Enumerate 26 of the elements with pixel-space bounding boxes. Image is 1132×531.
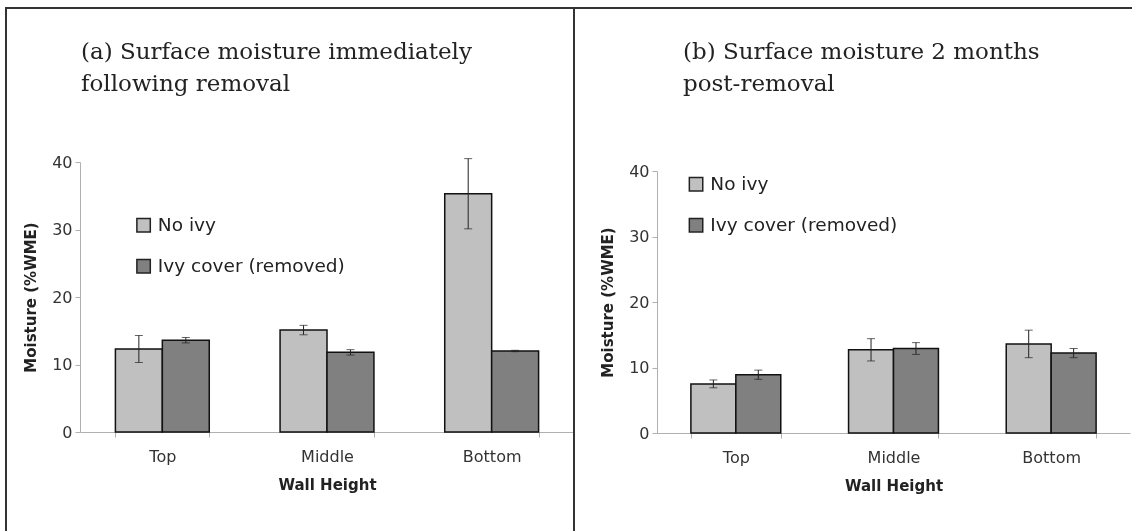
x-axis-title: Wall Height xyxy=(278,475,377,494)
legend-label: No ivy xyxy=(157,214,216,236)
legend-label: No ivy xyxy=(710,173,769,195)
x-tick-label: Middle xyxy=(867,447,921,467)
y-tick-label: 20 xyxy=(52,287,73,307)
y-axis-title: Moisture (%WME) xyxy=(599,227,618,378)
y-tick-label: 30 xyxy=(629,227,650,246)
y-tick-label: 40 xyxy=(629,161,650,181)
x-tick-label: Top xyxy=(148,446,177,466)
y-tick-label: 10 xyxy=(52,355,73,374)
x-tick-label: Top xyxy=(721,447,750,467)
y-tick-label: 40 xyxy=(52,152,73,172)
chart-title: (a) Surface moisture immediately following removal xyxy=(81,38,472,96)
y-axis-title: Moisture (%WME) xyxy=(22,222,41,373)
chart-title: (b) Surface moisture 2 months post-removal xyxy=(683,38,1040,96)
x-tick-label: Bottom xyxy=(1022,447,1082,467)
y-tick-label: 20 xyxy=(629,292,650,312)
x-axis-title: Wall Height xyxy=(844,476,944,495)
x-tick-label: Middle xyxy=(301,446,354,466)
x-tick-label: Bottom xyxy=(462,446,522,466)
y-tick-label: 30 xyxy=(52,220,73,239)
y-tick-label: 0 xyxy=(62,422,73,442)
legend-label: Ivy cover (removed) xyxy=(157,255,345,277)
y-tick-label: 10 xyxy=(629,358,650,377)
y-tick-label: 0 xyxy=(639,423,650,443)
legend-label: Ivy cover (removed) xyxy=(710,214,898,236)
